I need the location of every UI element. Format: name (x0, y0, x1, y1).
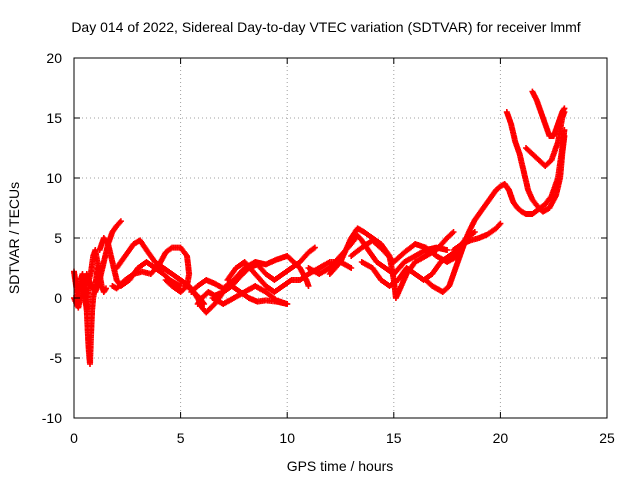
plot-frame (73, 57, 608, 419)
series-arc-17 (450, 220, 504, 253)
x-tick-label: 15 (386, 430, 402, 446)
series-arc-21 (523, 109, 568, 169)
x-tick-label: 5 (177, 430, 185, 446)
series-arc-19 (501, 127, 568, 217)
y-tick-label: 20 (46, 50, 62, 66)
y-tick-label: -5 (50, 350, 63, 366)
data-series (71, 88, 568, 367)
chart-title: Day 014 of 2022, Sidereal Day-to-day VTE… (71, 19, 580, 35)
x-axis-label: GPS time / hours (287, 458, 394, 474)
series-arc-6 (109, 244, 193, 295)
y-axis-tick-labels: -10 -5 0 5 10 15 20 (42, 50, 62, 426)
x-tick-label: 10 (279, 430, 295, 446)
series-arc-14 (348, 237, 468, 265)
series-arc-11 (209, 283, 291, 307)
y-tick-label: -10 (42, 410, 62, 426)
y-tick-label: 10 (46, 170, 62, 186)
x-axis-tick-labels: 0 5 10 15 20 25 (70, 430, 615, 446)
grid-lines (74, 58, 607, 418)
y-tick-label: 15 (46, 110, 62, 126)
x-tick-label: 0 (70, 430, 78, 446)
axis-ticks (73, 57, 608, 419)
series-arc-8 (188, 253, 312, 295)
x-tick-label: 25 (599, 430, 615, 446)
y-axis-label: SDTVAR / TECUs (6, 182, 22, 294)
y-tick-label: 5 (54, 230, 62, 246)
y-tick-label: 0 (54, 290, 62, 306)
x-tick-label: 20 (493, 430, 509, 446)
